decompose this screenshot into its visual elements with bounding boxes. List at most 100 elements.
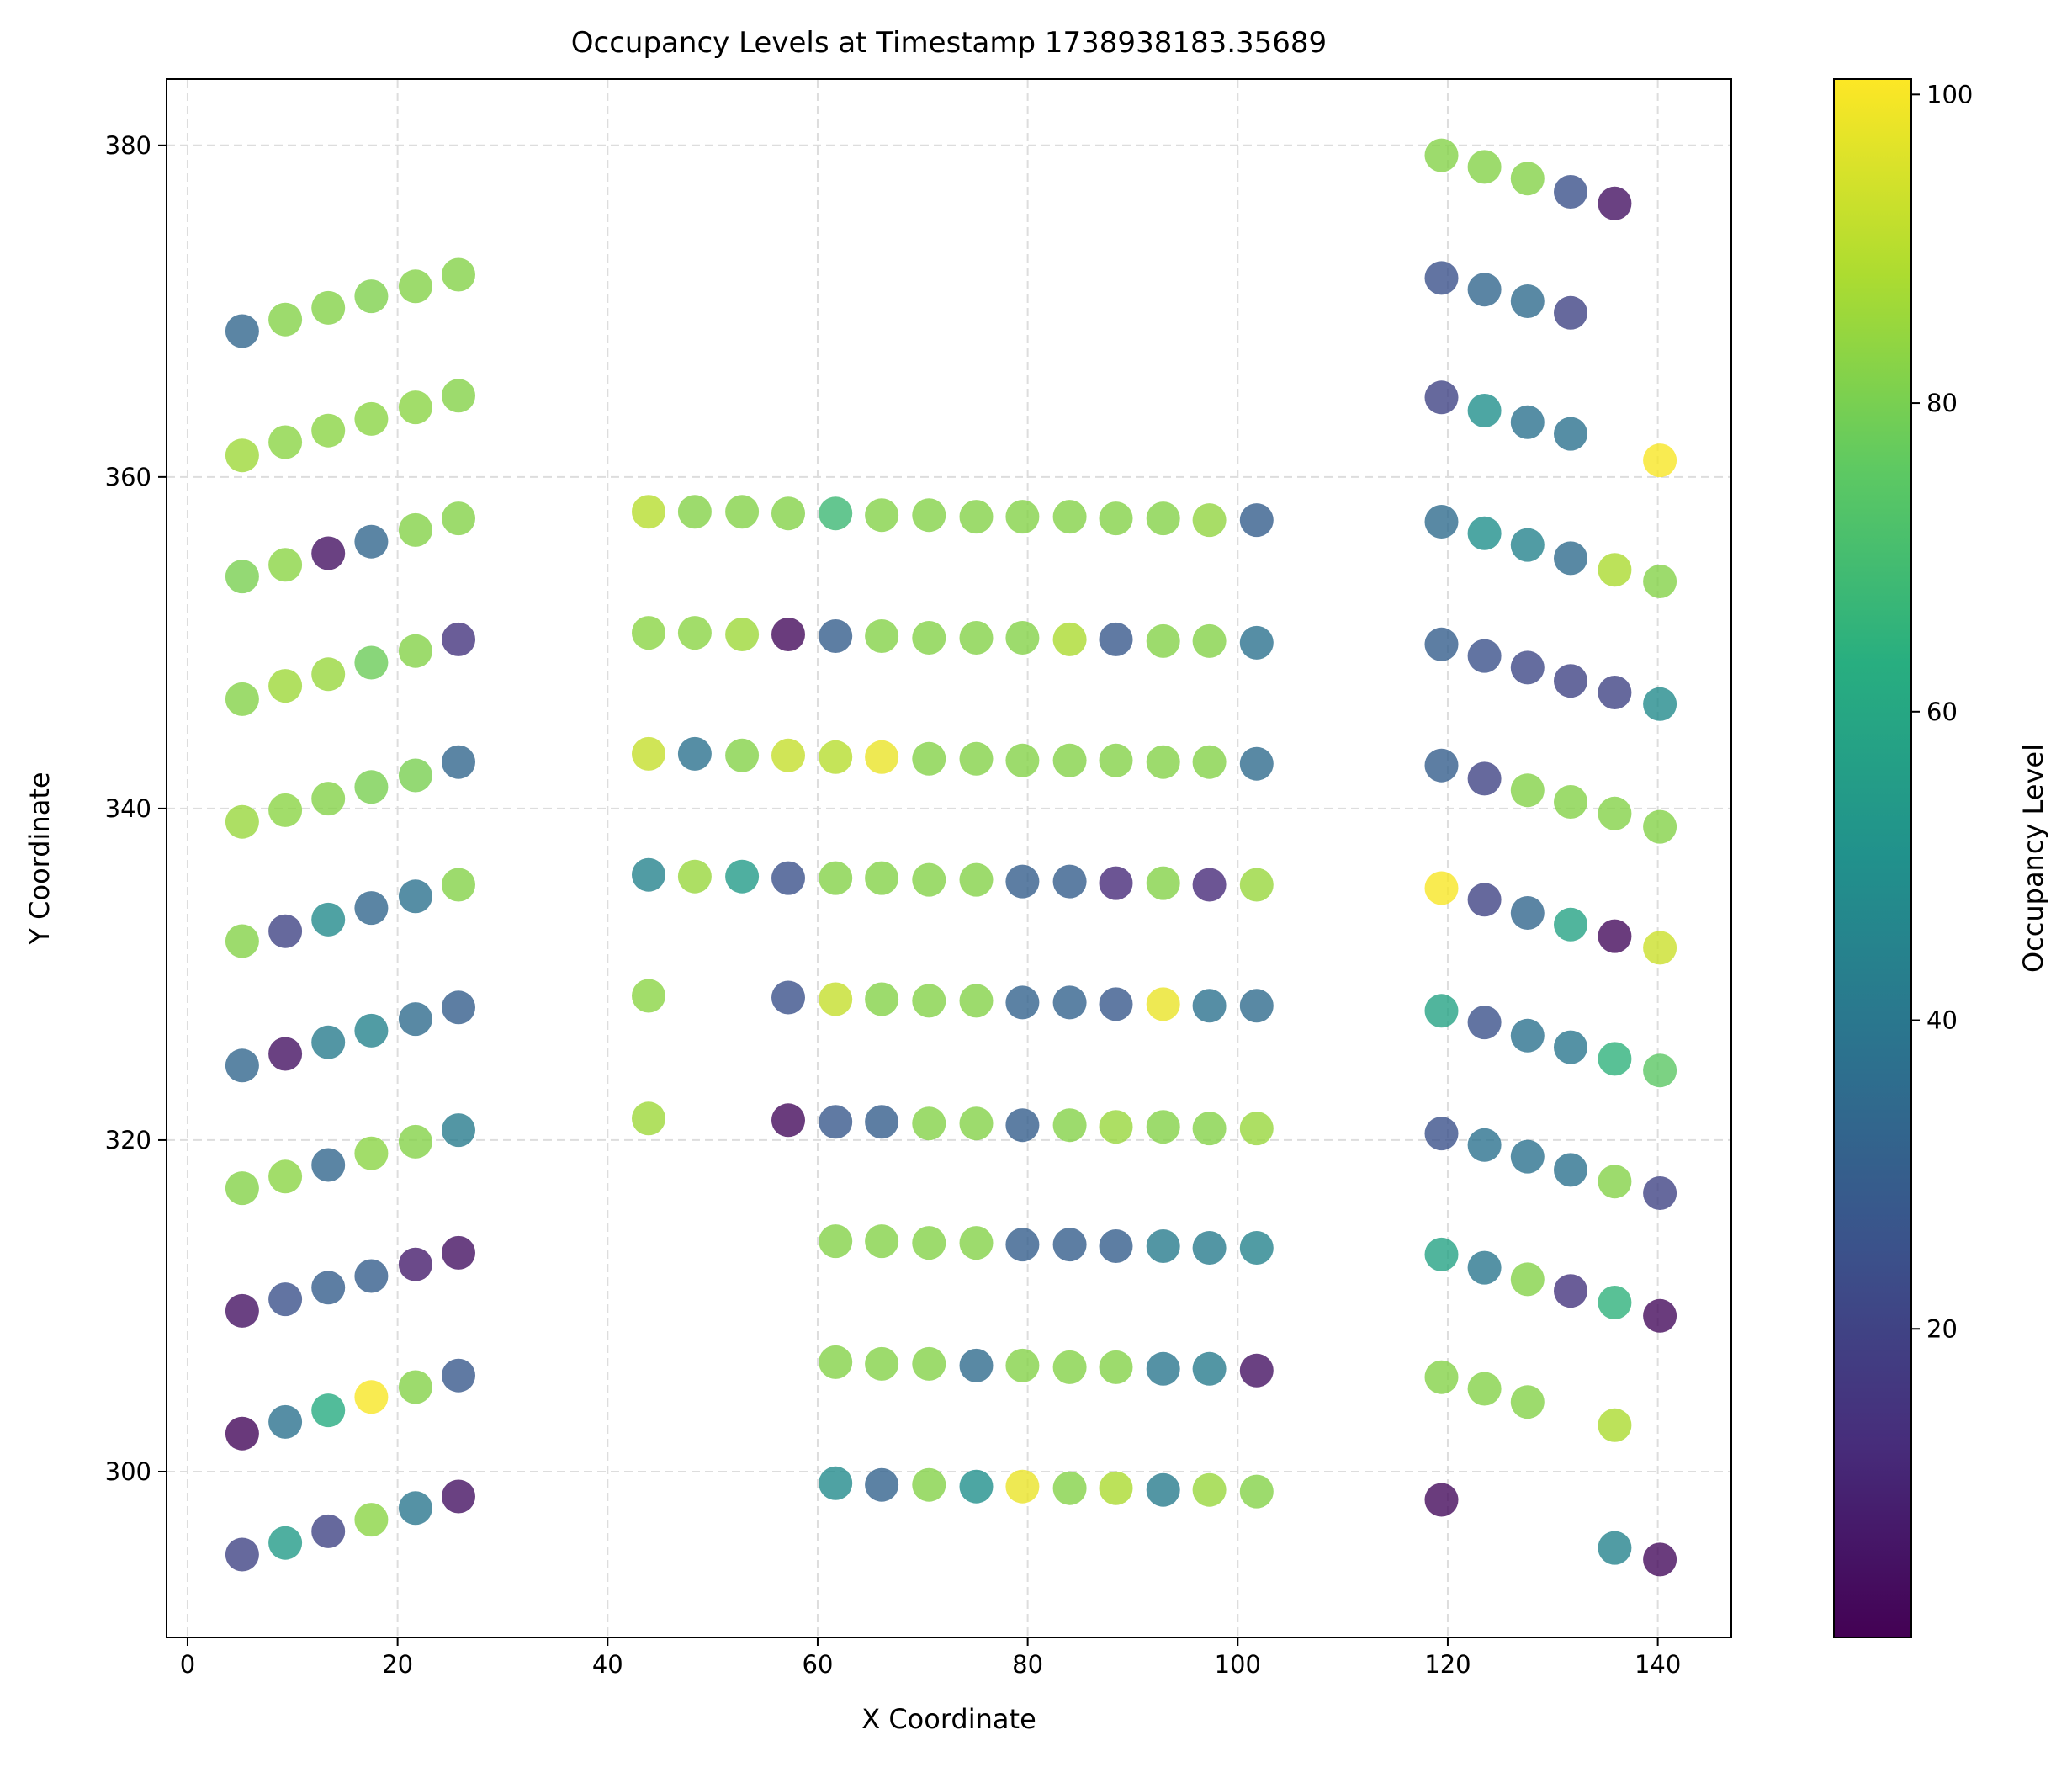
data-point [1052,985,1087,1020]
data-point [268,914,303,948]
data-point [865,740,899,774]
data-point [1239,503,1274,538]
data-point [1146,1472,1180,1507]
data-point [354,1013,389,1048]
data-point [268,669,303,703]
data-point [1146,866,1180,900]
data-point [354,891,389,926]
x-tick-label: 100 [1215,1650,1261,1679]
colorbar-tick-label: 100 [1926,80,1973,109]
data-point [268,1282,303,1317]
data-point [1192,1112,1227,1146]
data-point [1643,1053,1677,1088]
x-tick-label: 0 [180,1650,195,1679]
data-point [912,1467,946,1502]
data-point [1598,796,1632,830]
data-point [959,741,994,776]
data-point [442,501,475,536]
data-point [225,682,259,716]
data-point [1005,500,1040,534]
data-point [771,618,805,651]
data-point [1643,443,1677,478]
data-point [268,302,303,337]
data-point [1424,994,1459,1028]
y-axis-ticks: 300 320 340 360 380 [105,131,167,1486]
data-point [1424,871,1459,905]
data-point [225,1293,259,1328]
data-point [1005,1108,1040,1143]
data-point [819,1345,853,1379]
data-point [677,616,712,650]
data-point [1146,745,1180,779]
data-point [1510,528,1545,562]
data-point [1598,1408,1632,1442]
data-point [1643,809,1677,844]
data-point [1239,989,1274,1023]
data-point [398,758,432,793]
plot-frame [166,78,1732,1638]
data-point [1052,1350,1087,1384]
data-point [1598,1286,1632,1319]
data-point [677,859,712,894]
data-point [354,401,389,436]
data-point [1467,1372,1502,1406]
data-point [398,1370,432,1404]
data-point [1099,866,1133,900]
colorbar-label: Occupancy Level [2017,744,2049,973]
colorbar-tick-label: 80 [1926,389,1958,417]
data-point [1005,621,1040,655]
data-point [1467,394,1502,427]
data-point [1192,989,1227,1023]
y-tick-label: 360 [105,463,151,491]
data-point [1146,1110,1180,1144]
chart-title: Occupancy Levels at Timestamp 1738938183… [571,26,1327,60]
data-point [1467,1128,1502,1162]
data-point [1146,1229,1180,1263]
data-point [1643,565,1677,598]
data-point [959,862,994,897]
data-point [1099,501,1133,536]
data-point [1598,676,1632,709]
data-point [311,1393,346,1428]
data-point [912,621,946,655]
data-point [398,390,432,425]
data-point [1467,273,1502,307]
data-point [959,1469,994,1504]
data-point [442,1479,475,1514]
y-tick-label: 300 [105,1457,151,1486]
data-point [442,1113,475,1148]
data-point [311,1271,346,1305]
data-point [1510,162,1545,196]
data-point [1005,864,1040,899]
data-point [398,1124,432,1159]
data-point [1643,931,1677,965]
data-point [1467,516,1502,550]
x-tick-label: 80 [1012,1650,1043,1679]
data-point [1099,1471,1133,1505]
data-point [819,740,853,774]
data-point [1424,1483,1459,1517]
data-point [225,314,259,348]
data-point [442,868,475,902]
data-point [959,1106,994,1141]
data-point [632,857,665,892]
data-point [819,1105,853,1139]
data-point [819,861,853,895]
colorbar-ticks: 20 40 60 80 100 [1911,80,1973,1343]
data-point [442,1358,475,1393]
data-point [1467,1006,1502,1040]
data-point [442,379,475,413]
data-point [1467,1250,1502,1285]
data-point [959,1348,994,1382]
data-point [1510,1385,1545,1419]
data-point [1554,1153,1587,1187]
data-point [354,1380,389,1414]
data-point [398,879,432,914]
data-point [311,536,346,570]
data-point [1510,405,1545,439]
data-point [819,1466,853,1500]
data-point [1192,1231,1227,1265]
data-point [225,438,259,473]
data-point [1192,503,1227,538]
data-point [771,861,805,895]
